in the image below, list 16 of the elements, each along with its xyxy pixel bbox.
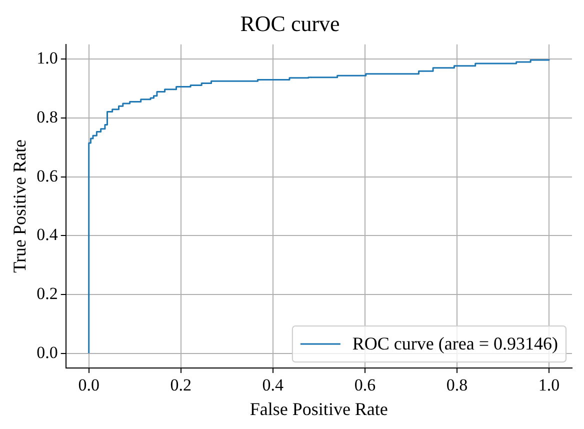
y-tick-label: 0.2 [36, 284, 58, 303]
x-tick-label: 0.2 [170, 376, 192, 395]
y-axis-title: True Positive Rate [10, 140, 30, 273]
y-tick-label: 1.0 [36, 48, 58, 68]
x-tick-label: 0.6 [354, 376, 376, 395]
y-tick-label: 0.8 [36, 107, 58, 126]
x-tick-label: 0.8 [446, 376, 468, 395]
x-tick-label: 0.0 [78, 376, 100, 395]
x-tick-label: 1.0 [538, 376, 560, 395]
x-axis-title: False Positive Rate [250, 398, 388, 419]
y-tick-label: 0.0 [36, 342, 58, 362]
x-tick-label: 0.4 [262, 376, 284, 395]
legend-label: ROC curve (area = 0.93146) [352, 334, 558, 354]
y-tick-label: 0.6 [36, 166, 58, 186]
y-tick-label: 0.4 [36, 225, 58, 244]
chart-title: ROC curve [240, 10, 340, 36]
